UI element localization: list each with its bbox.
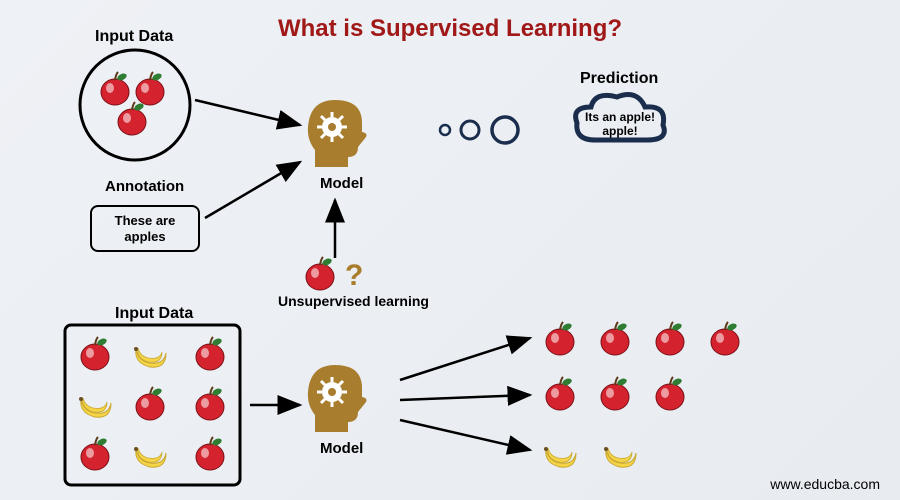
apple-icon: [196, 437, 224, 470]
label-input-data-1: Input Data: [95, 28, 173, 46]
question-mark: ?: [345, 259, 363, 292]
thought-bubble: [461, 121, 479, 139]
label-prediction: Prediction: [580, 70, 658, 88]
svg-text:Its an apple!: Its an apple!: [585, 110, 655, 124]
banana-icon: [544, 447, 576, 467]
model-head-icon: [308, 365, 367, 432]
banana-icon: [604, 447, 636, 467]
input-grid-box: [65, 325, 240, 485]
apple-icon: [196, 337, 224, 370]
banana-icon: [134, 347, 166, 367]
apple-icon: [601, 322, 629, 355]
apple-icon: [656, 322, 684, 355]
annotation-box: These are apples: [90, 205, 200, 252]
apple-icon: [711, 322, 739, 355]
thought-bubble: [492, 117, 518, 143]
apple-icon: [136, 387, 164, 420]
apple-icon: [601, 377, 629, 410]
arrow: [205, 162, 300, 218]
model-head-icon: [308, 100, 367, 167]
apple-icon: [196, 387, 224, 420]
apple-icon: [101, 72, 129, 105]
apple-icon: [546, 322, 574, 355]
annotation-text: These are apples: [115, 213, 176, 244]
banana-icon: [134, 447, 166, 467]
banana-icon: [79, 397, 111, 417]
arrow: [195, 100, 300, 125]
svg-text:apple!: apple!: [602, 124, 637, 138]
apple-icon: [81, 337, 109, 370]
prediction-cloud: Its an apple! apple!: [576, 95, 665, 140]
arrow: [400, 420, 530, 450]
label-annotation: Annotation: [105, 178, 184, 195]
apple-icon: [136, 72, 164, 105]
footer-link: www.educba.com: [770, 476, 880, 492]
apple-icon: [118, 102, 146, 135]
input-circle: [80, 50, 190, 160]
page-title: What is Supervised Learning?: [278, 15, 622, 43]
thought-bubble: [440, 125, 450, 135]
label-input-data-2: Input Data: [115, 305, 193, 323]
apple-icon: [306, 257, 334, 290]
label-model-1: Model: [320, 175, 363, 192]
apple-icon: [81, 437, 109, 470]
arrow: [400, 338, 530, 380]
arrow: [400, 395, 530, 400]
label-unsupervised: Unsupervised learning: [278, 293, 429, 309]
label-model-2: Model: [320, 440, 363, 457]
apple-icon: [656, 377, 684, 410]
apple-icon: [546, 377, 574, 410]
